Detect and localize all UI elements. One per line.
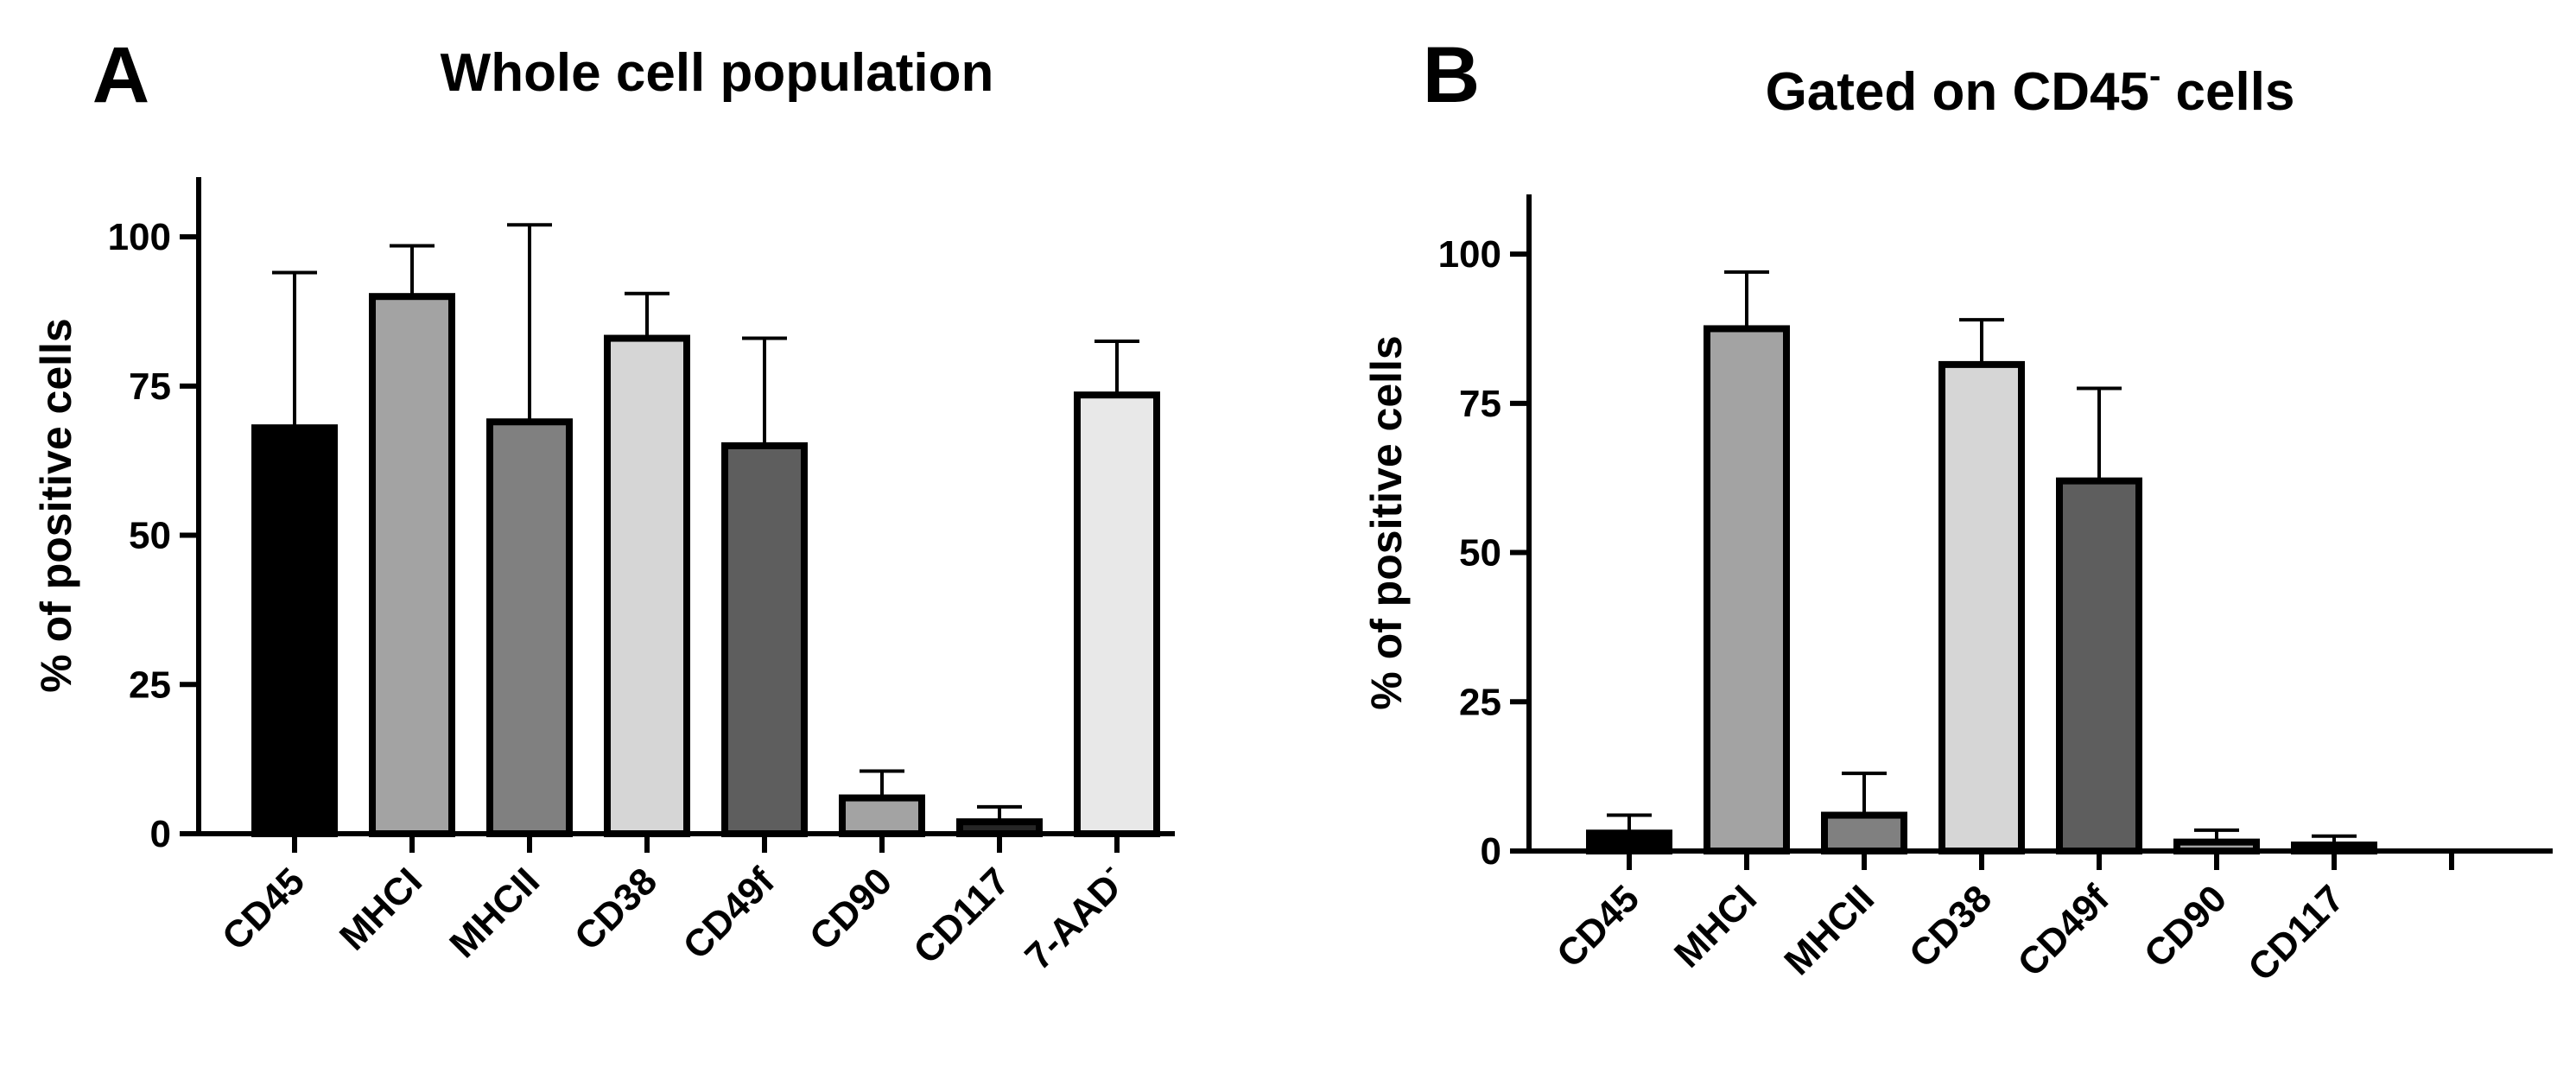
x-tick-label: MHCII [1776, 877, 1882, 983]
y-tick-label: 75 [129, 365, 171, 408]
bar-mhcii [486, 418, 573, 837]
x-tick-label: CD117 [905, 860, 1018, 972]
panel-label: B [1423, 31, 1480, 119]
chart-title: Gated on CD45- cells [1766, 57, 2295, 122]
y-tick-label: 0 [1481, 830, 1501, 873]
chart-title: Whole cell population [441, 43, 994, 103]
x-tick-label: CD117 [2240, 877, 2352, 989]
bar-7-aad [1074, 391, 1160, 837]
x-tick-label: MHCI [332, 860, 430, 958]
bar-cd38 [1938, 360, 2025, 854]
y-tick-label: 25 [1459, 681, 1501, 723]
bar-cd90 [2173, 838, 2260, 854]
y-tick-label: 0 [150, 813, 171, 855]
x-tick-label: CD38 [1901, 877, 2000, 975]
bar-cd117 [956, 818, 1043, 838]
bar-cd38 [604, 334, 690, 837]
bar-cd45 [251, 424, 338, 837]
x-tick-label: CD90 [802, 860, 900, 958]
x-tick-label: CD38 [567, 860, 665, 958]
panel-a: A Whole cell population % of positive cell… [32, 31, 1175, 978]
bar-mhcii [1821, 811, 1907, 855]
bar-mhci [1704, 325, 1790, 855]
y-axis-label: % of positive cells [32, 318, 80, 692]
x-tick-label: CD49f [2010, 877, 2118, 985]
y-tick-label: 100 [108, 216, 171, 258]
panel-label: A [92, 31, 149, 119]
y-tick-label: 50 [1459, 532, 1501, 575]
bar-cd90 [839, 794, 925, 838]
y-axis-label: % of positive cells [1362, 335, 1411, 709]
x-tick-label: CD45 [214, 860, 313, 958]
bar-cd45 [1586, 829, 1672, 854]
bar-cd117 [2291, 842, 2377, 854]
panel-b: B Gated on CD45- cells % of positive cells… [1362, 31, 2553, 989]
x-tick-label: CD49f [676, 860, 784, 968]
x-tick-label: 7-AAD- [1012, 855, 1135, 978]
x-tick-label: CD45 [1549, 877, 1647, 975]
y-tick-label: 50 [129, 515, 171, 557]
bar-mhci [369, 293, 455, 837]
y-tick-label: 75 [1459, 383, 1501, 425]
x-tick-label: MHCI [1666, 877, 1765, 975]
y-tick-label: 100 [1438, 233, 1501, 276]
bar-cd49f [721, 441, 808, 838]
bar-cd49f [2056, 477, 2142, 854]
x-tick-label: CD90 [2136, 877, 2235, 975]
x-tick-label: MHCII [441, 860, 548, 966]
y-tick-label: 25 [129, 664, 171, 706]
